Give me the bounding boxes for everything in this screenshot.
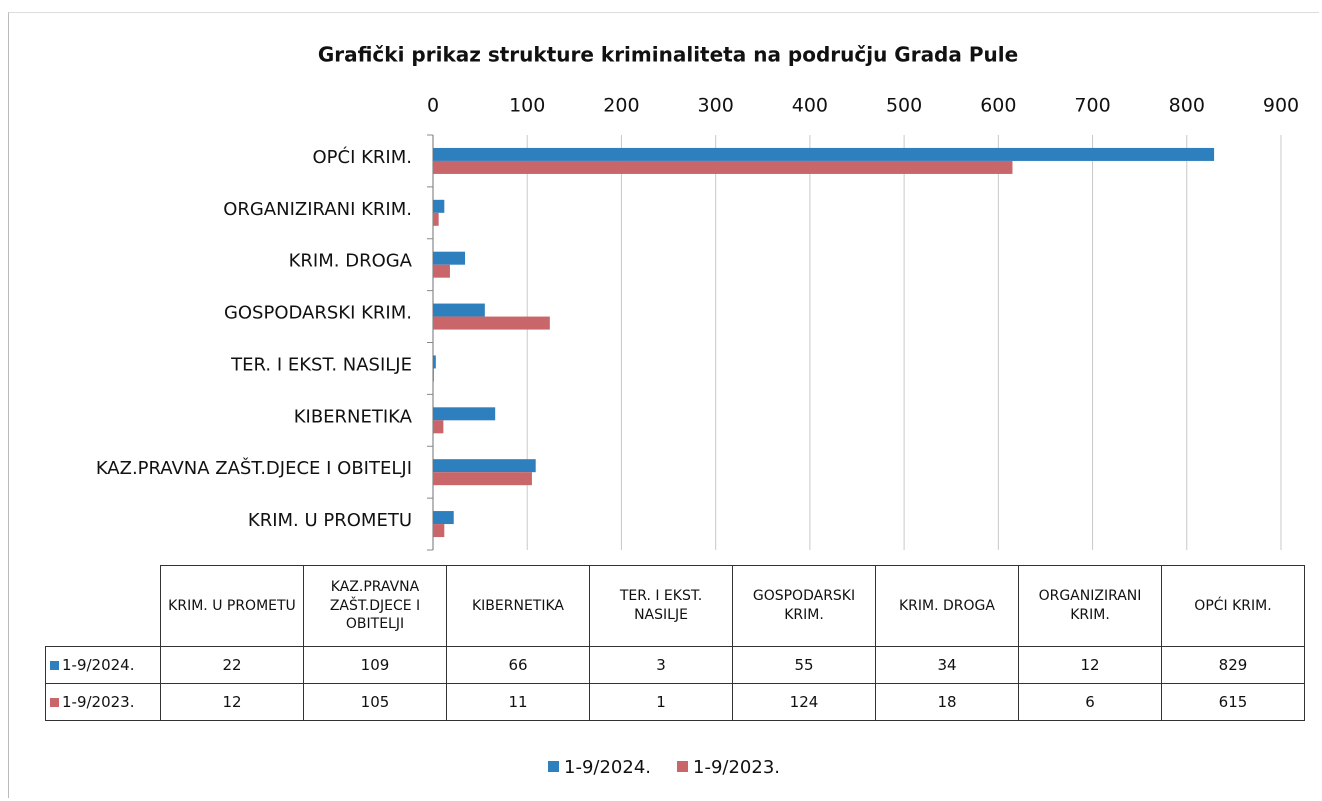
table-header-cell: TER. I EKST. NASILJE: [589, 565, 733, 647]
table-header-cell: ORGANIZIRANI KRIM.: [1018, 565, 1162, 647]
x-tick-label: 300: [698, 95, 734, 117]
y-tick-label: ORGANIZIRANI KRIM.: [223, 199, 412, 220]
table-cell: 124: [732, 683, 876, 721]
table-cell: 22: [160, 646, 304, 684]
data-table: KRIM. U PROMETU KAZ.PRAVNA ZAŠT.DJECE I O…: [45, 565, 1305, 721]
y-tick-label: OPĆI KRIM.: [313, 146, 413, 168]
table-row-label: 1-9/2023.: [45, 683, 161, 721]
table-cell: 1: [589, 683, 733, 721]
table-cell: 12: [1018, 646, 1162, 684]
bar: [433, 212, 439, 226]
table-cell: 829: [1161, 646, 1305, 684]
table-cell: 18: [875, 683, 1019, 721]
table-cell: 11: [446, 683, 590, 721]
x-tick-label: 800: [1169, 95, 1205, 117]
table-row-name: 1-9/2023.: [62, 692, 135, 711]
x-tick-label: 0: [427, 95, 439, 117]
page-frame: [8, 12, 1319, 798]
y-tick-label: TER. I EKST. NASILJE: [230, 354, 412, 375]
y-tick-label: KIBERNETIKA: [294, 406, 413, 427]
bar: [433, 147, 1215, 161]
y-tick-label: KRIM. U PROMETU: [248, 510, 412, 531]
bar: [433, 355, 436, 369]
table-header-cell: KAZ.PRAVNA ZAŠT.DJECE I OBITELJI: [303, 565, 447, 647]
chart-title: Grafički prikaz strukture kriminaliteta …: [318, 43, 1018, 67]
x-tick-label: 600: [980, 95, 1016, 117]
table-header-cell: KIBERNETIKA: [446, 565, 590, 647]
bar: [433, 472, 532, 486]
legend-key: [50, 660, 59, 670]
bar: [433, 251, 466, 265]
x-tick-label: 200: [603, 95, 639, 117]
table-cell: 105: [303, 683, 447, 721]
y-tick-label: KRIM. DROGA: [289, 251, 413, 272]
y-tick-label: GOSPODARSKI KRIM.: [224, 303, 412, 324]
legend-label: 1-9/2023.: [693, 757, 780, 778]
table-cell: 3: [589, 646, 733, 684]
table-cell: 109: [303, 646, 447, 684]
table-header-row: KRIM. U PROMETU KAZ.PRAVNA ZAŠT.DJECE I O…: [46, 565, 1305, 647]
bar: [433, 459, 536, 473]
legend-key: [50, 697, 59, 707]
legend-label: 1-9/2024.: [564, 757, 651, 778]
bar: [433, 264, 450, 278]
table-cell: 66: [446, 646, 590, 684]
bar: [433, 316, 550, 330]
table-cell: 34: [875, 646, 1019, 684]
table-header-cell: OPĆI KRIM.: [1161, 565, 1305, 647]
table-cell: 12: [160, 683, 304, 721]
table-row: 1-9/2023. 12 105 11 1 124 18 6 615: [45, 683, 1305, 721]
legend-key: [677, 761, 688, 772]
table-cell: 615: [1161, 683, 1305, 721]
table-cell: 6: [1018, 683, 1162, 721]
table-header-cell: GOSPODARSKI KRIM.: [732, 565, 876, 647]
bar: [433, 303, 485, 317]
bar: [433, 407, 496, 421]
table-header-cell: KRIM. U PROMETU: [160, 565, 304, 647]
bar: [433, 160, 1013, 174]
legend-key: [548, 761, 559, 772]
table-row: 1-9/2024. 22 109 66 3 55 34 12 829: [45, 646, 1305, 684]
bar: [433, 524, 445, 538]
bar: [433, 420, 444, 434]
table-cell: 55: [732, 646, 876, 684]
table-row-name: 1-9/2024.: [62, 655, 135, 674]
table-header-cell: KRIM. DROGA: [875, 565, 1019, 647]
bar: [433, 368, 434, 382]
y-tick-label: KAZ.PRAVNA ZAŠT.DJECE I OBITELJI: [96, 457, 412, 479]
table-row-label: 1-9/2024.: [45, 646, 161, 684]
bar: [433, 199, 445, 213]
x-tick-label: 400: [792, 95, 828, 117]
x-tick-label: 700: [1074, 95, 1110, 117]
x-tick-label: 900: [1263, 95, 1299, 117]
x-tick-label: 500: [886, 95, 922, 117]
x-tick-label: 100: [509, 95, 545, 117]
bar: [433, 511, 454, 525]
table-corner: [46, 566, 161, 647]
